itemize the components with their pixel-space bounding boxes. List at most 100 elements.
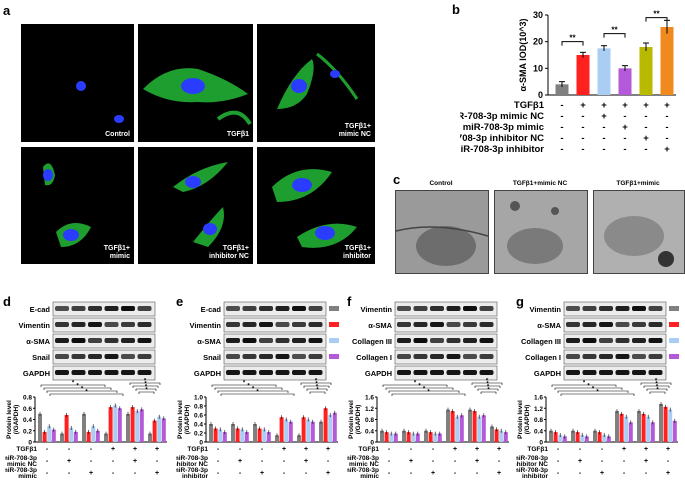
y-tick-label: 1.6 — [365, 395, 374, 402]
y-tick-label: 1.2 — [534, 406, 543, 413]
bar — [51, 429, 56, 442]
bar — [641, 413, 646, 442]
blot-band — [259, 370, 273, 375]
tem-caption-mimic: TGFβ1+mimic — [616, 180, 660, 187]
significance-bracket — [643, 385, 670, 388]
significance-marker: * — [85, 390, 88, 396]
bar — [597, 432, 602, 442]
condition-label: miR-708-3p — [347, 467, 379, 474]
bar — [619, 413, 624, 442]
bar — [446, 409, 450, 442]
condition-sign: + — [431, 470, 435, 477]
condition-label: mimic NC — [349, 461, 379, 468]
blot-strip — [394, 317, 498, 333]
condition-sign: - — [239, 470, 242, 477]
condition-sign: + — [304, 446, 308, 453]
condition-sign: - — [410, 470, 413, 477]
significance-marker: * — [656, 385, 659, 391]
bar — [279, 417, 284, 442]
blot-row-label: GAPDH — [365, 369, 392, 378]
bar — [615, 411, 619, 442]
significance-bracket — [388, 390, 460, 393]
condition-label: inhibitor NC — [176, 461, 208, 468]
condition-sign: + — [600, 470, 604, 477]
condition-sign: - — [644, 111, 647, 122]
blot-row-label: α-SMA — [537, 321, 561, 330]
significance-marker: * — [655, 379, 658, 385]
y-tick-label: 10 — [533, 63, 543, 73]
condition-sign: - — [623, 458, 626, 465]
significance-bracket — [471, 382, 503, 385]
bar — [549, 430, 553, 442]
bar — [231, 424, 235, 442]
y-tick-label: 0.4 — [534, 428, 543, 435]
condition-label: miR-708-3p inhibitor — [460, 144, 544, 155]
significance-marker: * — [583, 381, 586, 387]
micrograph-tgfb1: TGFβ1 — [138, 24, 253, 142]
blot-strip — [563, 365, 667, 381]
condition-sign: - — [498, 458, 501, 465]
significance-bracket — [138, 391, 155, 394]
bar — [450, 411, 455, 442]
legend-swatch — [329, 354, 339, 359]
y-tick-label: 0.4 — [365, 428, 374, 435]
blot-strip — [52, 301, 156, 317]
condition-sign: - — [623, 144, 626, 155]
panel-g-figure: Vimentin α-SMA Collagen III Collagen I GAPDH… — [516, 301, 679, 480]
condition-sign: - — [560, 122, 563, 133]
blot-band — [582, 354, 597, 359]
blot-band — [413, 322, 428, 327]
blot-band — [648, 354, 663, 359]
blot-band — [582, 338, 597, 343]
significance-bracket — [135, 388, 157, 391]
significance-marker: * — [247, 384, 250, 390]
bar — [284, 419, 289, 442]
blot-band — [463, 322, 477, 327]
significance-bracket — [551, 384, 617, 387]
blot-band — [104, 338, 119, 343]
blot-band — [55, 338, 69, 343]
condition-sign: + — [643, 133, 649, 144]
blot-band — [259, 306, 273, 311]
condition-label: miR-708-3p — [5, 467, 37, 474]
condition-sign: + — [111, 446, 115, 453]
blot-row-label: Collagen III — [352, 337, 392, 346]
condition-sign: - — [560, 111, 563, 122]
condition-sign: - — [388, 458, 391, 465]
significance-marker: ** — [653, 10, 660, 19]
condition-sign: - — [388, 446, 391, 453]
blot-band — [137, 338, 152, 343]
condition-label: TGFβ1 — [514, 100, 545, 111]
bar — [593, 430, 597, 442]
blot-band — [479, 322, 494, 327]
bar — [235, 428, 240, 442]
condition-sign: - — [602, 122, 605, 133]
blot-band — [121, 354, 135, 359]
bar — [646, 416, 651, 442]
significance-marker: ** — [569, 34, 576, 43]
blot-strip — [223, 333, 327, 349]
blot-band — [566, 354, 580, 359]
significance-bracket — [300, 382, 332, 385]
bar — [553, 432, 558, 442]
blot-band — [308, 306, 323, 311]
blot-band — [397, 354, 411, 359]
significance-marker: * — [655, 382, 658, 388]
condition-label: miR-708-3p — [516, 455, 548, 462]
significance-bracket — [129, 382, 161, 385]
blot-band — [242, 322, 257, 327]
condition-label: miR-708-3p — [5, 455, 37, 462]
significance-bracket — [303, 385, 330, 388]
significance-bracket — [49, 393, 124, 396]
bar — [60, 433, 64, 442]
bar — [597, 48, 611, 95]
condition-sign: - — [581, 133, 584, 144]
panel-label-e: e — [176, 294, 184, 309]
blot-strip — [52, 365, 156, 381]
condition-sign: + — [664, 144, 670, 155]
significance-bracket — [561, 41, 584, 46]
condition-label: miR-708-3p — [347, 455, 379, 462]
bar — [380, 430, 384, 442]
y-tick-label: 0 — [538, 90, 543, 100]
bar — [126, 413, 130, 442]
